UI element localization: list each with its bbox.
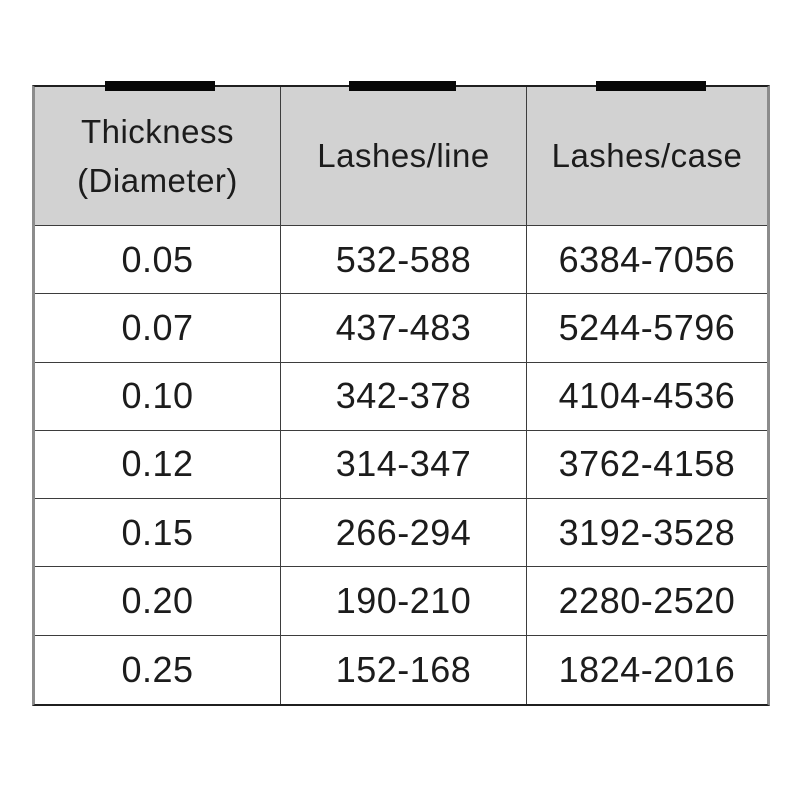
table-cell-lashes-per-line: 266-294 xyxy=(281,499,527,568)
table-cell-lashes-per-line: 314-347 xyxy=(281,430,527,500)
table-cell-lashes-per-case: 3192-3528 xyxy=(527,499,767,568)
table-cell-lashes-per-line: 152-168 xyxy=(281,635,527,704)
table-cell-lashes-per-line: 437-483 xyxy=(281,294,527,363)
table-cell-lashes-per-line: 190-210 xyxy=(281,567,527,636)
tape-mark-icon xyxy=(596,81,706,91)
table-cell-thickness: 0.25 xyxy=(35,635,281,704)
table-cell-thickness: 0.12 xyxy=(35,430,281,500)
tape-mark-icon xyxy=(349,81,456,91)
table-cell-lashes-per-line: 342-378 xyxy=(281,362,527,431)
header-cell-lashes-per-line: Lashes/line xyxy=(281,87,527,226)
header-cell-lashes-per-case: Lashes/case xyxy=(527,87,767,226)
table-cell-lashes-per-case: 1824-2016 xyxy=(558,648,736,690)
table-cell-lashes-per-case: 5244-5796 xyxy=(527,294,767,363)
lash-spec-table: Thickness (Diameter) Lashes/line Lashes/… xyxy=(32,81,770,706)
tape-mark-icon xyxy=(105,81,215,91)
table-cell-thickness: 0.10 xyxy=(35,362,281,431)
table-cell-thickness: 0.07 xyxy=(35,294,281,363)
table-cell-lashes-per-line: 532-588 xyxy=(281,226,527,295)
header-cell-thickness: Thickness (Diameter) xyxy=(35,87,281,226)
table-cell-thickness: 0.20 xyxy=(35,567,281,636)
table-cell-lashes-per-case: 3762-4158 xyxy=(527,431,767,500)
table-cell-lashes-per-case: 6384-7056 xyxy=(527,226,767,295)
table-cell-thickness: 0.05 xyxy=(35,226,281,295)
table-cell-lashes-per-case: 4104-4536 xyxy=(527,363,767,431)
table-cell-lashes-per-case: 2280-2520 xyxy=(527,567,767,636)
table-cell-thickness: 0.15 xyxy=(35,499,281,568)
